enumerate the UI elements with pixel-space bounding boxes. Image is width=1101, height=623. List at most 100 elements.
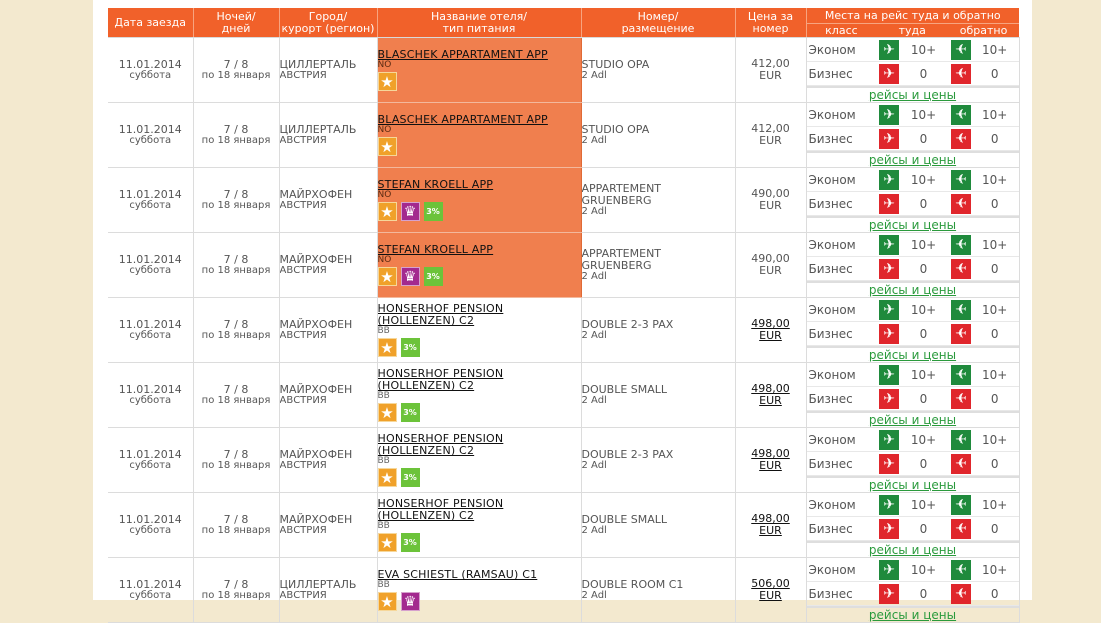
class-econom-label: Эконом [808, 432, 856, 447]
date-cell: 11.01.2014 суббота [108, 297, 194, 363]
business-back-count: 0 [990, 521, 999, 536]
accommodation: 2 Adl [581, 460, 607, 471]
hotel-name-link[interactable]: HONSERHOF PENSION (HOLLENZEN) C2 [377, 302, 504, 327]
plane-return-icon: ✈ [950, 39, 971, 60]
class-business-label: Бизнес [808, 586, 853, 601]
class-econom-label: Эконом [808, 42, 856, 57]
header-hotel-label: Название отеля/ тип питания [431, 9, 527, 35]
econom-back-count: 10+ [981, 497, 1008, 512]
price-cell[interactable]: 498,00 EUR [735, 427, 807, 493]
hotel-badges: ★ ♛ [377, 592, 581, 611]
plane-return-icon: ✈ [950, 63, 971, 84]
date-cell: 11.01.2014 суббота [108, 492, 194, 558]
flights-and-prices-link[interactable]: рейсы и цены [806, 86, 1018, 102]
meal-type: NO [377, 60, 392, 70]
until-date: по 18 января [201, 395, 271, 406]
date-cell: 11.01.2014 суббота [108, 427, 194, 493]
flights-and-prices-link[interactable]: рейсы и цены [806, 151, 1018, 167]
price-value: 498,00 [751, 447, 790, 460]
country-name: АВСТРИЯ [279, 330, 327, 341]
flights-and-prices-link[interactable]: рейсы и цены [806, 411, 1018, 427]
plane-return-icon: ✈ [950, 323, 971, 344]
nights-cell: 7 / 8 по 18 января [193, 557, 280, 623]
plane-icon: ✈ [879, 39, 900, 60]
business-back: ✈ 0 [948, 323, 1018, 344]
room-type: DOUBLE 2-3 PAX [581, 448, 674, 461]
accommodation: 2 Adl [581, 395, 607, 406]
econom-there-count: 10+ [910, 432, 937, 447]
room-cell: DOUBLE 2-3 PAX 2 Adl [581, 297, 736, 363]
class-business-label: Бизнес [808, 131, 853, 146]
header-price[interactable]: Цена за номер [735, 8, 807, 38]
date-cell: 11.01.2014 суббота [108, 167, 194, 233]
header-hotel[interactable]: Название отеля/ тип питания [377, 8, 582, 38]
checkin-weekday: суббота [129, 460, 172, 471]
header-seats: Места на рейс туда и обратно класс туда … [806, 8, 1019, 38]
nights-days: 7 / 8 [223, 318, 249, 331]
resort-name: МАЙРХОФЕН [279, 188, 353, 201]
star-icon: ★ [377, 338, 397, 357]
hotel-name-link[interactable]: BLASCHEK APPARTAMENT APP [377, 113, 548, 126]
price-cell[interactable]: 498,00 EUR [735, 492, 807, 558]
flights-and-prices-link[interactable]: рейсы и цены [806, 346, 1018, 362]
hotel-badges: ★ 3% [377, 533, 581, 552]
flights-and-prices-link[interactable]: рейсы и цены [806, 606, 1018, 622]
flights-and-prices-link[interactable]: рейсы и цены [806, 541, 1018, 557]
header-room[interactable]: Номер/ размещение [581, 8, 736, 38]
seats-business-row: Бизнес ✈ 0 ✈ 0 [806, 517, 1018, 541]
crown-icon: ♛ [400, 202, 420, 221]
checkin-weekday: суббота [129, 525, 172, 536]
hotel-name-link[interactable]: BLASCHEK APPARTAMENT APP [377, 48, 548, 61]
accommodation: 2 Adl [581, 525, 607, 536]
hotel-badges: ★ 3% [377, 468, 581, 487]
plane-icon: ✈ [879, 128, 900, 149]
seats-cell: Эконом ✈ 10+ ✈ 10+ Бизнес ✈ 0 ✈ 0 [806, 232, 1020, 298]
country-name: АВСТРИЯ [279, 395, 327, 406]
price-cell[interactable]: 498,00 EUR [735, 362, 807, 428]
hotel-name-link[interactable]: EVA SCHIESTL (RAMSAU) C1 [377, 568, 538, 581]
business-there-count: 0 [919, 521, 928, 536]
econom-back: ✈ 10+ [948, 169, 1018, 190]
business-there-count: 0 [919, 456, 928, 471]
room-cell: APPARTEMENT GRUENBERG 2 Adl [581, 232, 736, 298]
checkin-date: 11.01.2014 [118, 383, 182, 396]
hotel-name-link[interactable]: STEFAN KROELL APP [377, 243, 494, 256]
hotel-badges: ★ 3% [377, 338, 581, 357]
flights-and-prices-link[interactable]: рейсы и цены [806, 281, 1018, 297]
hotel-name-link[interactable]: HONSERHOF PENSION (HOLLENZEN) C2 [377, 432, 504, 457]
flights-and-prices-link[interactable]: рейсы и цены [806, 476, 1018, 492]
hotel-name-link[interactable]: HONSERHOF PENSION (HOLLENZEN) C2 [377, 367, 504, 392]
plane-icon: ✈ [879, 559, 900, 580]
econom-there-count: 10+ [910, 107, 937, 122]
business-back-count: 0 [990, 261, 999, 276]
price-cell[interactable]: 506,00 EUR [735, 557, 807, 623]
checkin-date: 11.01.2014 [118, 578, 182, 591]
seats-business-row: Бизнес ✈ 0 ✈ 0 [806, 322, 1018, 346]
seats-econom-row: Эконом ✈ 10+ ✈ 10+ [806, 493, 1018, 517]
seats-business-row: Бизнес ✈ 0 ✈ 0 [806, 387, 1018, 411]
city-cell: ЦИЛЛЕРТАЛЬ АВСТРИЯ [279, 557, 378, 623]
econom-there: ✈ 10+ [876, 559, 948, 580]
class-business-label: Бизнес [808, 326, 853, 341]
econom-there: ✈ 10+ [876, 169, 948, 190]
header-seats-title: Места на рейс туда и обратно [806, 8, 1019, 24]
price-value: 498,00 [751, 382, 790, 395]
hotel-badges: ★ [377, 72, 581, 91]
business-back: ✈ 0 [948, 453, 1018, 474]
nights-cell: 7 / 8 по 18 января [193, 167, 280, 233]
hotel-name-link[interactable]: STEFAN KROELL APP [377, 178, 494, 191]
flights-and-prices-link[interactable]: рейсы и цены [806, 216, 1018, 232]
plane-return-icon: ✈ [950, 559, 971, 580]
room-cell: DOUBLE 2-3 PAX 2 Adl [581, 427, 736, 493]
header-nights[interactable]: Ночей/ дней [193, 8, 280, 38]
plane-return-icon: ✈ [950, 364, 971, 385]
checkin-weekday: суббота [129, 590, 172, 601]
header-city[interactable]: Город/ курорт (регион) [279, 8, 378, 38]
hotel-name-link[interactable]: HONSERHOF PENSION (HOLLENZEN) C2 [377, 497, 504, 522]
class-business-label: Бизнес [808, 456, 853, 471]
price-currency: EUR [759, 394, 782, 407]
seats-cell: Эконом ✈ 10+ ✈ 10+ Бизнес ✈ 0 ✈ 0 [806, 362, 1020, 428]
header-date[interactable]: Дата заезда [108, 8, 194, 38]
price-cell[interactable]: 498,00 EUR [735, 297, 807, 363]
nights-cell: 7 / 8 по 18 января [193, 492, 280, 558]
